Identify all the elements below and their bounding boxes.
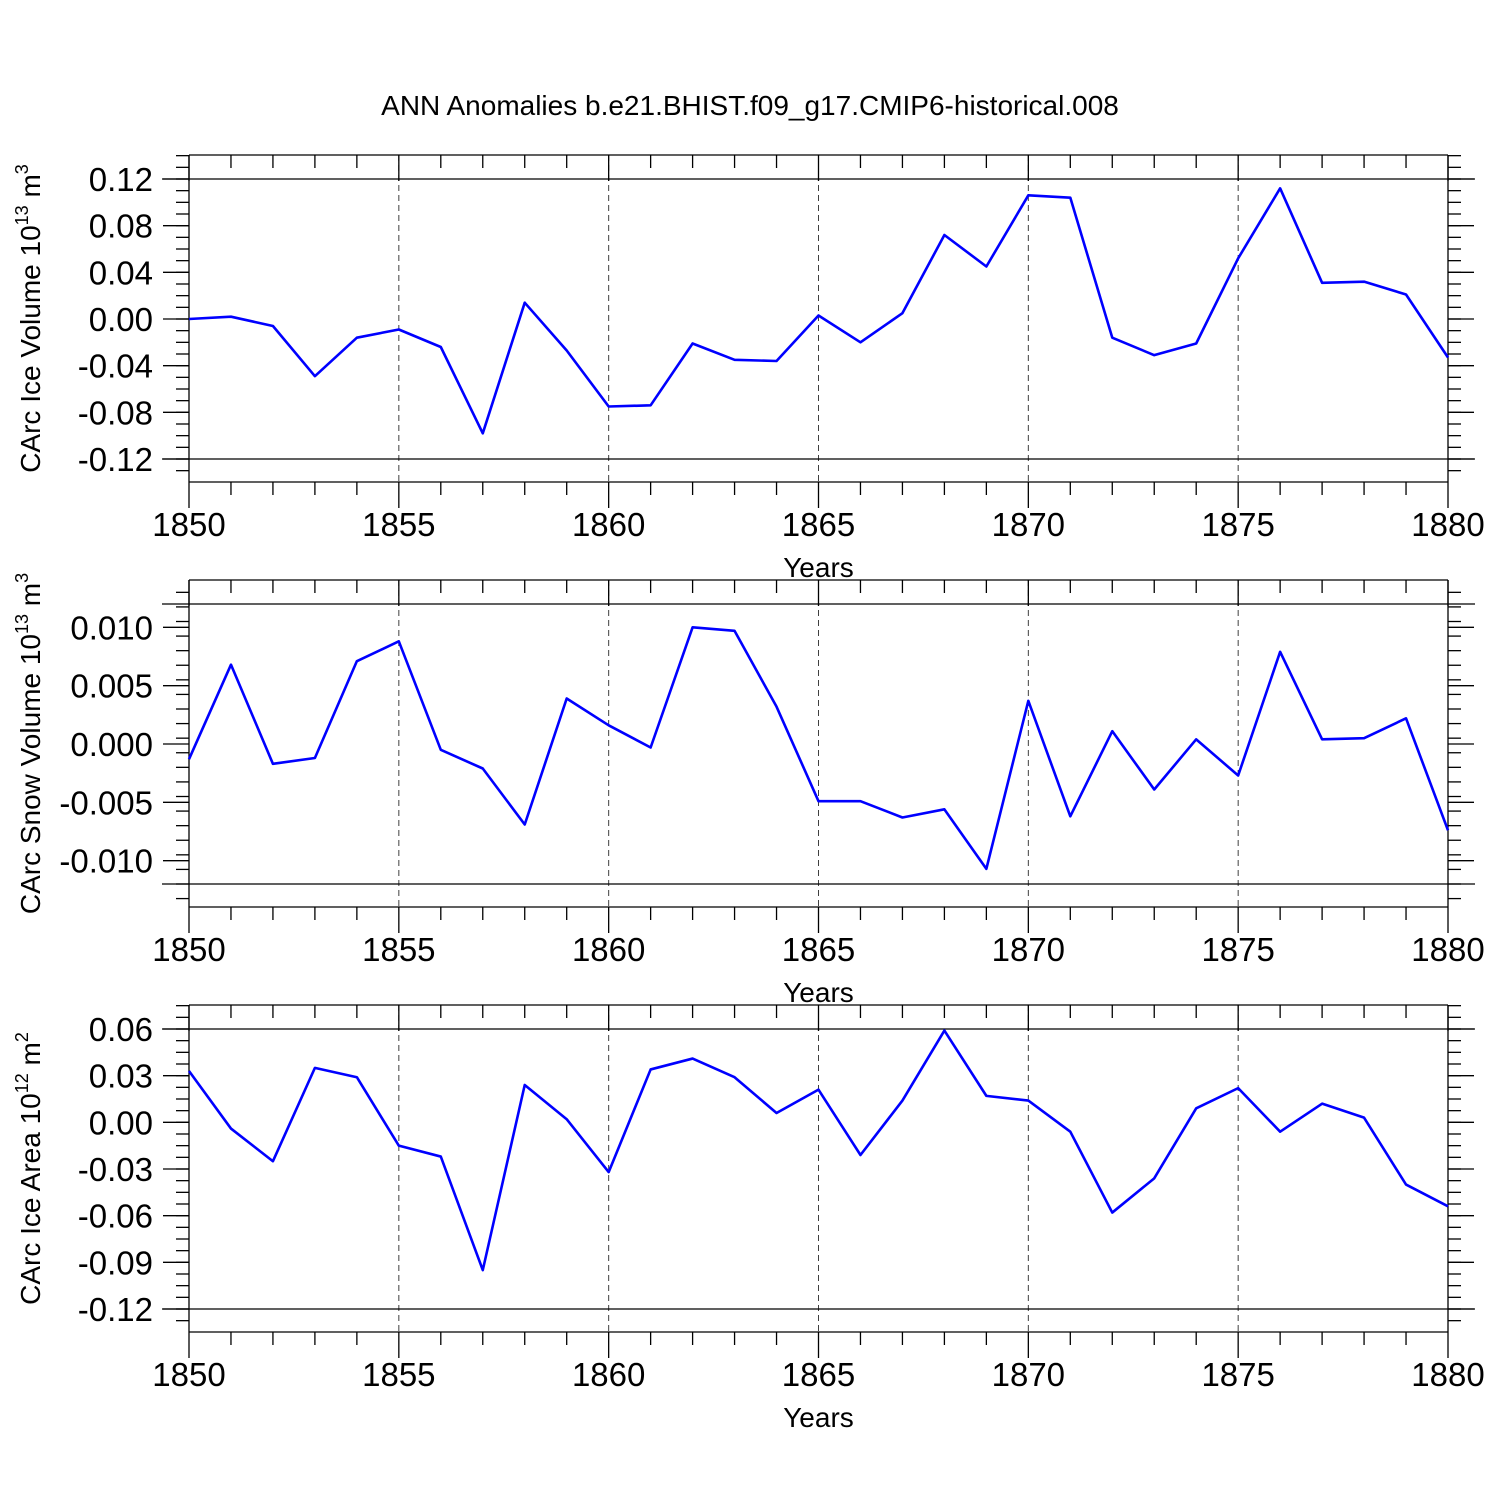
y-axis-title-unit: m (15, 174, 46, 205)
y-tick-label: -0.09 (78, 1244, 153, 1281)
y-tick-label: 0.00 (89, 301, 153, 338)
y-tick-label: -0.010 (59, 843, 153, 880)
x-axis-title: Years (783, 1402, 854, 1433)
y-axis-title: CArc Ice Area 1012 m2 (12, 1032, 46, 1305)
y-axis-title-main: CArc Ice Area 10 (15, 1093, 46, 1305)
y-axis-title-unit-exponent: 3 (12, 573, 32, 583)
y-axis-title-unit: m (15, 1042, 46, 1073)
x-tick-label: 1880 (1411, 1356, 1484, 1393)
y-tick-label: 0.005 (70, 668, 153, 705)
x-tick-label: 1865 (782, 1356, 855, 1393)
y-axis-title: CArc Ice Volume 1013 m3 (12, 164, 46, 473)
y-axis-title-exponent: 13 (12, 614, 32, 634)
x-tick-label: 1880 (1411, 931, 1484, 968)
panel-snow-volume: 1850 1855 1860 1865 1870 1875 1880 Years -0.010 -… (12, 573, 1485, 1008)
x-axis-title: Years (783, 552, 854, 583)
x-tick-label: 1875 (1201, 1356, 1274, 1393)
x-tick-label: 1850 (152, 1356, 225, 1393)
x-tick-label: 1860 (572, 931, 645, 968)
x-tick-label: 1850 (152, 931, 225, 968)
y-axis-title-unit-exponent: 2 (12, 1032, 32, 1042)
y-tick-label: 0.08 (89, 208, 153, 245)
y-tick-label: -0.08 (78, 394, 153, 431)
panel-ice-area: 1850 1855 1860 1865 1870 1875 1880 Years -0.12 -0… (12, 1004, 1485, 1433)
x-tick-label: 1865 (782, 931, 855, 968)
y-axis-title-main: CArc Ice Volume 10 (15, 225, 46, 472)
x-tick-label: 1855 (362, 1356, 435, 1393)
y-axis-title-main: CArc Snow Volume 10 (15, 634, 46, 914)
y-tick-label: -0.005 (59, 784, 153, 821)
y-tick-label: -0.12 (78, 1291, 153, 1328)
x-tick-label: 1860 (572, 506, 645, 543)
y-tick-label: -0.12 (78, 441, 153, 478)
y-axis-title-exponent: 12 (12, 1073, 32, 1093)
y-axis-title-unit-exponent: 3 (12, 164, 32, 174)
y-tick-label: 0.000 (70, 726, 153, 763)
x-tick-label: 1855 (362, 506, 435, 543)
y-tick-label: 0.06 (89, 1011, 153, 1048)
x-tick-label: 1855 (362, 931, 435, 968)
x-tick-label: 1875 (1201, 931, 1274, 968)
y-tick-label: 0.04 (89, 254, 153, 291)
y-tick-label: -0.03 (78, 1151, 153, 1188)
x-tick-label: 1865 (782, 506, 855, 543)
x-tick-label: 1870 (992, 931, 1065, 968)
y-tick-label: 0.00 (89, 1104, 153, 1141)
figure-title: ANN Anomalies b.e21.BHIST.f09_g17.CMIP6-… (381, 90, 1119, 121)
y-tick-label: 0.03 (89, 1058, 153, 1095)
y-axis-title-unit: m (15, 583, 46, 614)
x-tick-label: 1870 (992, 1356, 1065, 1393)
x-tick-label: 1880 (1411, 506, 1484, 543)
x-tick-label: 1850 (152, 506, 225, 543)
y-axis-title: CArc Snow Volume 1013 m3 (12, 573, 46, 914)
x-tick-label: 1875 (1201, 506, 1274, 543)
x-axis-title: Years (783, 977, 854, 1008)
x-tick-label: 1860 (572, 1356, 645, 1393)
y-tick-label: 0.010 (70, 609, 153, 646)
y-tick-label: -0.06 (78, 1198, 153, 1235)
y-tick-label: -0.04 (78, 348, 153, 385)
y-axis-title-exponent: 13 (12, 205, 32, 225)
x-tick-label: 1870 (992, 506, 1065, 543)
y-tick-label: 0.12 (89, 161, 153, 198)
panel-ice-volume: 1850 1855 1860 1865 1870 1875 1880 Years -0.12 -0… (12, 154, 1485, 583)
